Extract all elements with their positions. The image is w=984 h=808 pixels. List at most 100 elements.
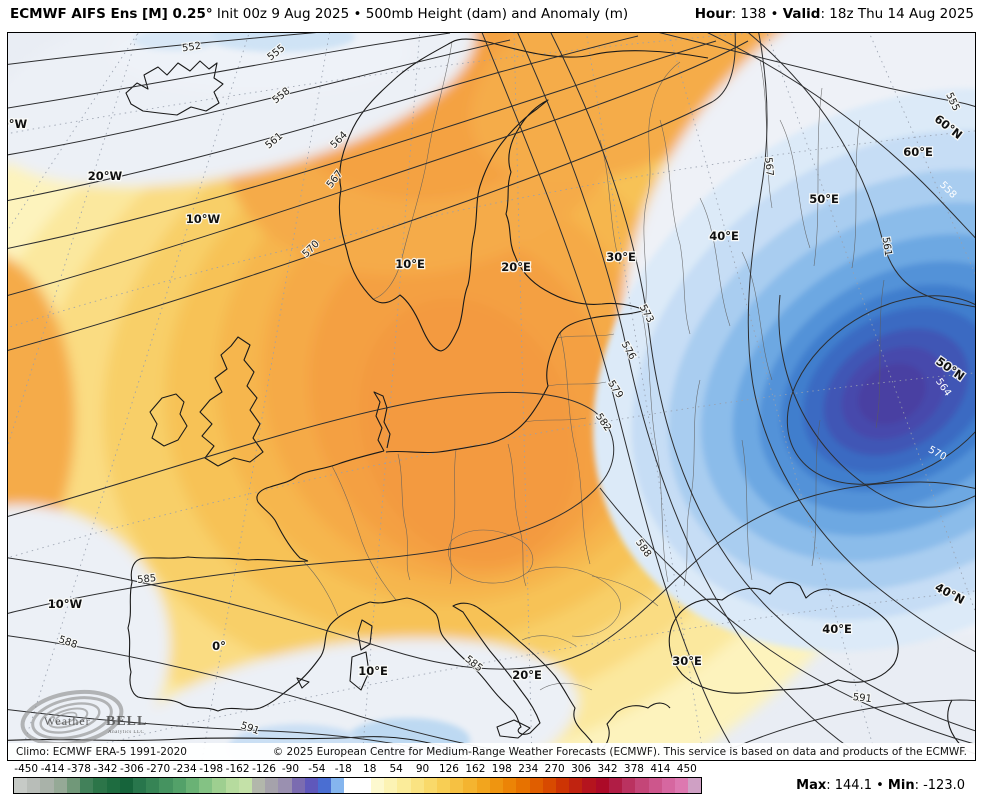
colorbar-segment [555,778,570,793]
colorbar-tick: -54 [308,763,326,775]
legend-area: -450 -414 -378 -342 -306 -270 -234 -198 -162 -126… [0,761,984,808]
colorbar-segment [542,778,556,793]
colorbar-tick: 90 [415,763,430,775]
min-label: Min [887,778,915,793]
coordinate-label: 20°E [512,668,542,682]
colorbar-segment [476,778,490,793]
colorbar-segment [688,778,702,793]
model-name: ECMWF AIFS Ens [M] 0.25° [10,6,213,22]
coordinate-label: 30°E [606,250,636,264]
coordinate-label: 50°E [809,192,839,206]
colorbar-segment [503,778,517,793]
colorbar-tick: 270 [544,763,565,775]
colorbar-tick: -126 [252,763,276,775]
coordinate-label: 20°E [501,260,531,274]
coordinate-label: 40°E [709,229,739,243]
colorbar [13,777,702,794]
colorbar-tick: 162 [465,763,486,775]
header: ECMWF AIFS Ens [M] 0.25° Init 00z 9 Aug … [0,0,984,32]
contour-label: 567 [762,157,775,177]
colorbar-segment [357,778,371,793]
colorbar-segment [238,778,252,793]
max-value: : 144.1 [826,778,872,793]
hour-label: Hour [694,6,732,22]
colorbar-segment [370,778,385,793]
coordinate-label: 10°E [358,664,388,678]
colorbar-segment [384,778,398,793]
colorbar-tick: -90 [281,763,300,775]
colorbar-segment [344,778,358,793]
colorbar-segment [595,778,609,793]
colorbar-tick: 414 [650,763,671,775]
colorbar-segment [437,778,451,793]
colorbar-tick: -198 [199,763,224,775]
valid-value: : 18z Thu 14 Aug 2025 [820,6,974,22]
colorbar-tick: 18 [363,763,377,775]
min-value: : -123.0 [914,778,965,793]
colorbar-segment [674,778,689,793]
graticule [8,33,975,760]
colorbar-tick: -306 [119,763,144,775]
separator: • [766,6,783,22]
coordinate-label: 30°E [672,654,702,668]
colorbar-tick: -342 [93,763,118,775]
colorbar-segment [291,778,305,793]
colorbar-segment [278,778,292,793]
copyright-note: © 2025 European Centre for Medium-Range … [272,745,967,758]
coordinate-label: 40°E [822,622,852,636]
colorbar-segment [66,778,81,793]
coordinate-label: 0° [212,639,226,653]
colorbar-segment [53,778,67,793]
colorbar-tick: 378 [623,763,644,775]
coordinate-label: 10°W [186,212,221,226]
weatherbell-logo: Weather BELL Analytics LLC [20,689,147,747]
map-canvas: 552 555 558 561 564 567 570 573 576 579 582 585 585 5… [7,32,976,761]
init-and-field: Init 00z 9 Aug 2025 • 500mb Height (dam)… [212,6,629,22]
colorbar-tick: -378 [67,763,91,775]
colorbar-segment [225,778,239,793]
colorbar-tick: 126 [438,763,459,775]
logo-text-weather: Weather [44,714,91,728]
logo-swirl-icon [20,689,124,747]
hour-value: : 138 [731,6,767,22]
colorbar-segment [132,778,147,793]
colorbar-segment [212,778,226,793]
colorbar-segment [185,778,200,793]
colorbar-segment [582,778,596,793]
colorbar-segment [14,778,28,793]
colorbar-tick: 342 [597,763,618,775]
colorbar-segment [172,778,186,793]
colorbar-tick: -270 [146,763,171,775]
colorbar-segment [40,778,54,793]
map-title: ECMWF AIFS Ens [M] 0.25° Init 00z 9 Aug … [10,6,628,22]
colorbar-segment [106,778,120,793]
colorbar-tick: 198 [491,763,512,775]
colorbar-segment [146,778,160,793]
contour-label: 561 [880,236,894,256]
colorbar-segment [397,778,411,793]
colorbar-tick: 450 [676,763,697,775]
colorbar-segment [423,778,437,793]
colorbar-segment [516,778,530,793]
colorbar-segment [410,778,424,793]
coastlines [8,38,975,760]
logo-text-bell: BELL [106,714,147,729]
height-contours [8,33,975,760]
colorbar-segment [304,778,319,793]
colorbar-segment [635,778,649,793]
colorbar-tick: -414 [40,763,65,775]
colorbar-tick: 234 [518,763,539,775]
logo-text-analytics: Analytics LLC [108,730,145,735]
coordinate-label: 10°E [395,257,425,271]
colorbar-segment [251,778,266,793]
colorbar-segment [159,778,173,793]
colorbar-segment [450,778,464,793]
colorbar-segment [331,778,345,793]
max-label: Max [796,778,827,793]
colorbar-tick: -18 [334,763,352,775]
coordinate-label: 60°E [903,145,933,159]
attribution-strip: Climo: ECMWF ERA-5 1991-2020 © 2025 Euro… [8,743,975,760]
colorbar-tick: -234 [172,763,197,775]
colorbar-segment [318,778,332,793]
